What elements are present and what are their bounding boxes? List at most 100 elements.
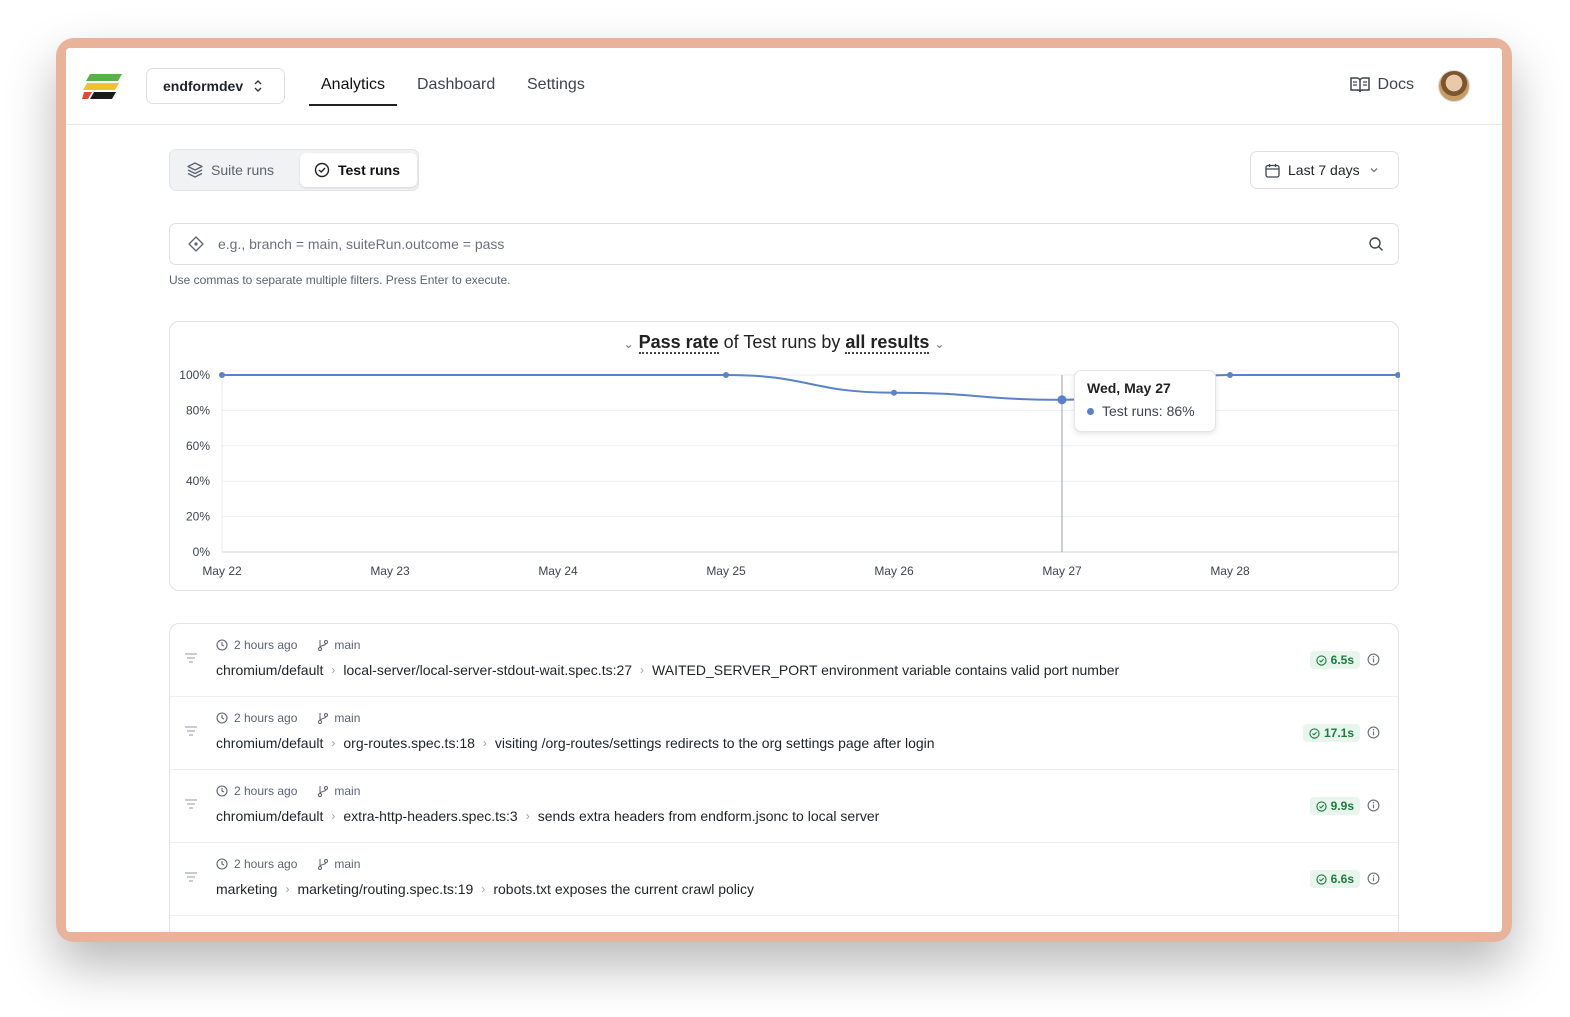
- tooltip-date: Wed, May 27: [1087, 380, 1171, 396]
- suite-runs-label: Suite runs: [211, 162, 275, 178]
- search-icon[interactable]: [1368, 236, 1384, 252]
- endform-logo[interactable]: [82, 74, 122, 100]
- run-file[interactable]: org-routes.spec.ts:18: [343, 735, 475, 751]
- x-tick-label: May 23: [370, 564, 410, 578]
- info-icon[interactable]: [1367, 653, 1380, 666]
- test-runs-label: Test runs: [338, 162, 400, 178]
- info-icon[interactable]: [1367, 726, 1380, 739]
- run-time: 2 hours ago: [234, 784, 298, 798]
- metric-selector[interactable]: Pass rate: [638, 332, 719, 354]
- chart-tooltip: Wed, May 27 Test runs: 86%: [1074, 370, 1216, 432]
- run-file[interactable]: marketing/routing.spec.ts:19: [297, 881, 474, 897]
- run-branch: main: [317, 784, 360, 798]
- git-branch-icon: [318, 786, 329, 797]
- test-runs-list: 2 hours ago main chromium/default › loca…: [169, 623, 1399, 932]
- run-meta: 2 hours ago main: [216, 784, 360, 798]
- filter-input[interactable]: [218, 236, 1318, 252]
- info-icon[interactable]: [1367, 872, 1380, 885]
- suite-runs-toggle[interactable]: Suite runs: [173, 153, 288, 187]
- chevron-down-icon[interactable]: ⌄: [623, 337, 634, 351]
- check-circle-icon: [1316, 800, 1327, 812]
- run-meta: 2 hours ago main: [216, 857, 360, 871]
- duration-badge: 17.1s: [1302, 724, 1360, 742]
- tab-dashboard[interactable]: Dashboard: [417, 76, 495, 106]
- filter-hint: Use commas to separate multiple filters.…: [169, 273, 511, 287]
- tab-analytics[interactable]: Analytics: [309, 76, 398, 106]
- run-file[interactable]: local-server/local-server-stdout-wait.sp…: [343, 662, 633, 678]
- table-row[interactable]: [170, 916, 1398, 932]
- data-point: [1227, 372, 1233, 378]
- table-row[interactable]: 2 hours ago main chromium/default › loca…: [170, 624, 1398, 697]
- run-file[interactable]: extra-http-headers.spec.ts:3: [343, 808, 518, 824]
- run-time: 2 hours ago: [234, 638, 298, 652]
- clock-icon: [216, 785, 228, 797]
- run-branch-label: main: [334, 638, 361, 652]
- tooltip-value-row: Test runs: 86%: [1087, 403, 1203, 419]
- duration-badge: 6.6s: [1309, 870, 1360, 888]
- x-tick-label: May 26: [874, 564, 914, 578]
- test-runs-toggle[interactable]: Test runs: [300, 153, 417, 187]
- chevron-right-icon: ›: [331, 663, 336, 677]
- user-avatar[interactable]: [1438, 70, 1470, 102]
- run-project[interactable]: chromium/default: [216, 808, 324, 824]
- filter-diamond-icon: [188, 236, 204, 252]
- org-selector[interactable]: endformdev: [146, 68, 285, 104]
- data-point: [723, 372, 729, 378]
- x-tick-label: May 22: [202, 564, 242, 578]
- clock-icon: [216, 639, 228, 651]
- y-tick-label: 20%: [186, 510, 210, 524]
- run-test-title[interactable]: WAITED_SERVER_PORT environment variable …: [652, 662, 1120, 678]
- drag-handle-icon[interactable]: [184, 798, 198, 810]
- run-meta: 2 hours ago main: [216, 711, 360, 725]
- run-project[interactable]: chromium/default: [216, 735, 324, 751]
- chevron-down-icon[interactable]: ⌄: [934, 337, 945, 351]
- run-test-title[interactable]: sends extra headers from endform.jsonc t…: [537, 808, 880, 824]
- layers-icon: [187, 162, 203, 178]
- check-circle-icon: [1316, 873, 1327, 885]
- check-circle-icon: [314, 162, 330, 178]
- run-branch-label: main: [334, 857, 361, 871]
- info-icon[interactable]: [1367, 799, 1380, 812]
- data-point: [891, 389, 897, 396]
- git-branch-icon: [318, 713, 329, 724]
- duration-badge: 6.5s: [1309, 651, 1360, 669]
- x-tick-label: May 25: [706, 564, 746, 578]
- chevron-up-down-icon: [253, 79, 263, 93]
- duration-value: 6.5s: [1330, 653, 1354, 667]
- run-project[interactable]: chromium/default: [216, 662, 324, 678]
- run-type-toggle: Suite runs Test runs: [169, 149, 419, 191]
- run-time: 2 hours ago: [234, 857, 298, 871]
- table-row[interactable]: 2 hours ago main chromium/default › org-…: [170, 697, 1398, 770]
- data-point: [219, 372, 225, 378]
- y-tick-label: 100%: [179, 368, 210, 382]
- drag-handle-icon[interactable]: [184, 652, 198, 664]
- y-tick-label: 80%: [186, 403, 210, 417]
- top-header: endformdev Analytics Dashboard Settings …: [66, 48, 1502, 125]
- chevron-down-icon: [1370, 168, 1378, 173]
- docs-link[interactable]: Docs: [1349, 76, 1414, 94]
- run-path: chromium/default › org-routes.spec.ts:18…: [216, 735, 935, 751]
- group-selector[interactable]: all results: [845, 332, 930, 354]
- git-branch-icon: [318, 859, 329, 870]
- tab-analytics-label: Analytics: [321, 76, 386, 93]
- y-tick-label: 60%: [186, 439, 210, 453]
- chevron-right-icon: ›: [481, 882, 486, 896]
- run-path: chromium/default › local-server/local-se…: [216, 662, 1119, 678]
- run-test-title[interactable]: robots.txt exposes the current crawl pol…: [493, 881, 755, 897]
- run-meta: 2 hours ago main: [216, 638, 360, 652]
- drag-handle-icon[interactable]: [184, 871, 198, 883]
- chevron-right-icon: ›: [331, 809, 336, 823]
- chevron-right-icon: ›: [331, 736, 336, 750]
- run-branch: main: [317, 711, 360, 725]
- tab-settings[interactable]: Settings: [527, 76, 585, 106]
- table-row[interactable]: 2 hours ago main marketing › marketing/r…: [170, 843, 1398, 916]
- app-window: endformdev Analytics Dashboard Settings …: [66, 48, 1502, 932]
- date-range-selector[interactable]: Last 7 days: [1250, 151, 1399, 189]
- run-test-title[interactable]: visiting /org-routes/settings redirects …: [494, 735, 935, 751]
- run-project[interactable]: marketing: [216, 881, 278, 897]
- pass-rate-chart-card: 0% 20% 40% 60% 80% 100% May 22 May 23 May 24 May …: [169, 321, 1400, 591]
- table-row[interactable]: 2 hours ago main chromium/default › extr…: [170, 770, 1398, 843]
- run-path: marketing › marketing/routing.spec.ts:19…: [216, 881, 754, 897]
- duration-value: 9.9s: [1330, 799, 1354, 813]
- drag-handle-icon[interactable]: [184, 725, 198, 737]
